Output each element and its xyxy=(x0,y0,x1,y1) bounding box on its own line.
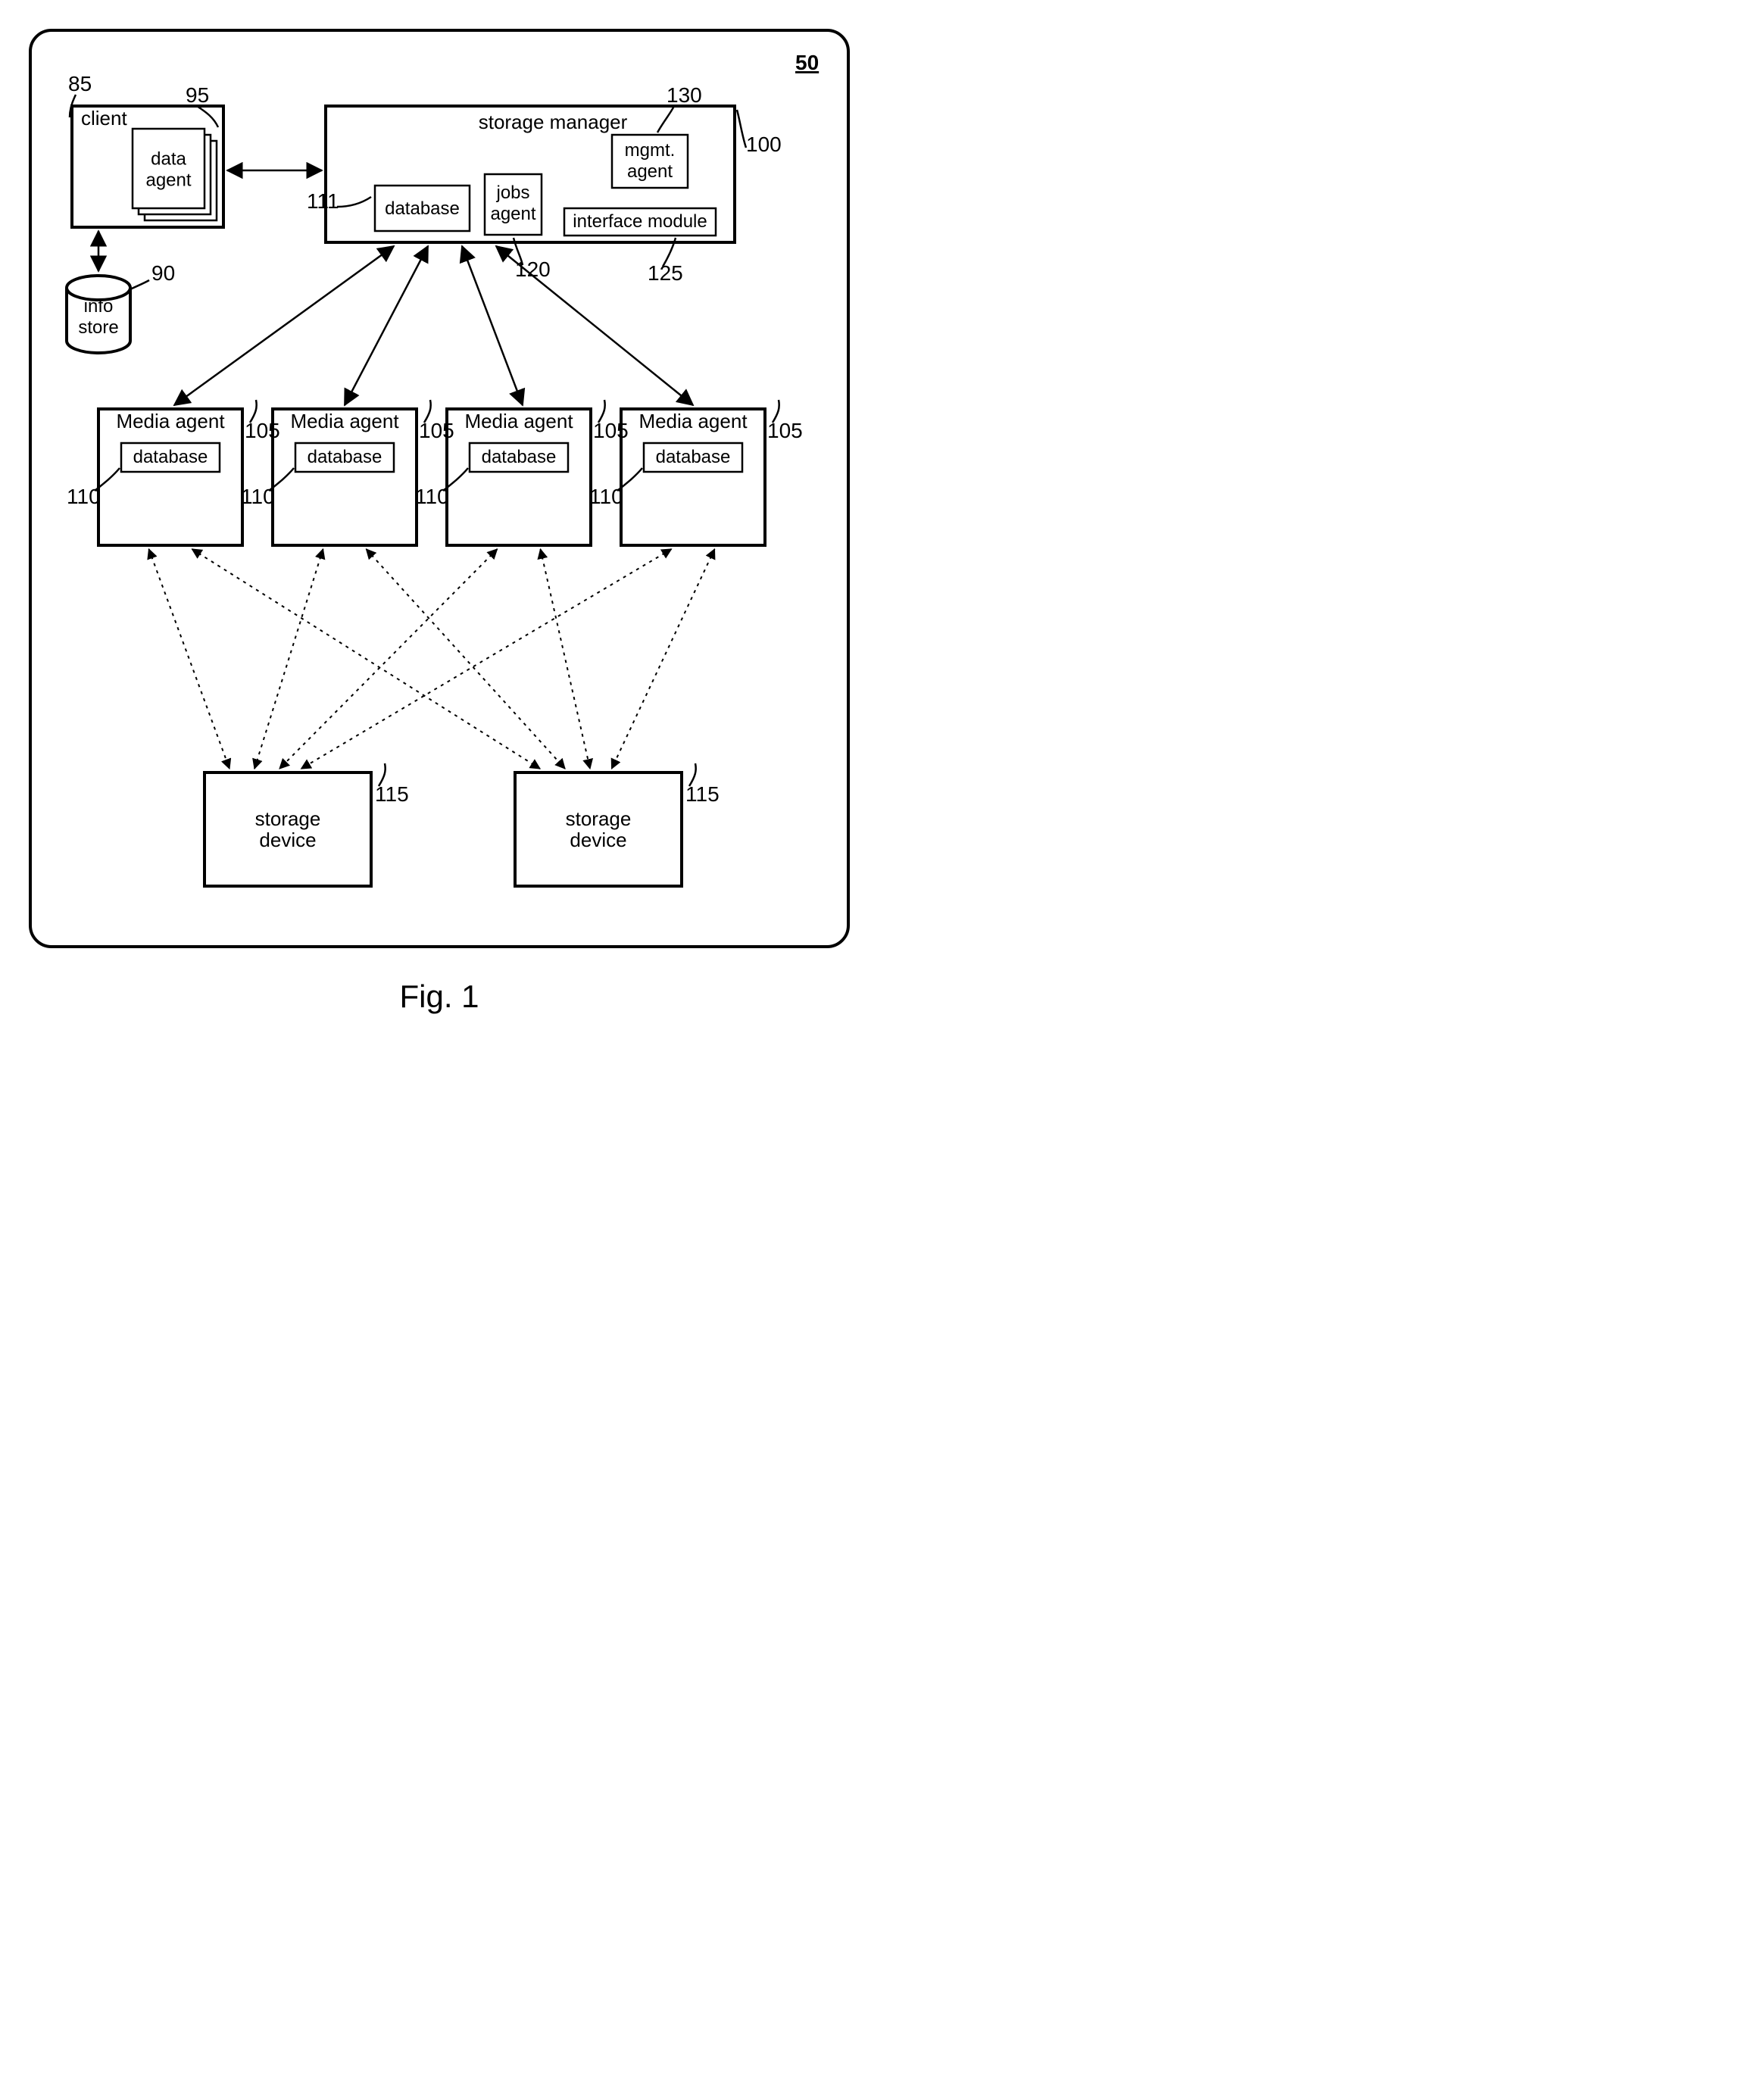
mgmt-agent-label: mgmt.agent xyxy=(625,140,676,182)
storage-device-label: storagedevice xyxy=(255,807,321,851)
media-agent-label: Media agent xyxy=(290,410,399,432)
svg-text:Media agent: Media agent xyxy=(290,410,399,432)
svg-text:storage: storage xyxy=(255,807,321,830)
ref-105: 105 xyxy=(419,419,454,442)
callout-leader xyxy=(737,110,746,148)
svg-text:jobs: jobs xyxy=(495,183,529,203)
svg-text:interface module: interface module xyxy=(573,211,707,232)
ref-115: 115 xyxy=(375,782,409,806)
svg-text:Media agent: Media agent xyxy=(464,410,573,432)
svg-text:info: info xyxy=(84,296,114,317)
system-ref: 50 xyxy=(795,51,819,74)
ref-110: 110 xyxy=(241,485,275,508)
connector xyxy=(254,549,323,769)
storage-manager-label: storage manager xyxy=(479,111,628,133)
ref-115: 115 xyxy=(685,782,720,806)
info-store: infostore xyxy=(67,276,130,353)
media-agent-db-label: database xyxy=(133,447,208,467)
connector xyxy=(174,246,394,405)
svg-text:device: device xyxy=(259,829,316,851)
svg-text:storage manager: storage manager xyxy=(479,111,628,133)
connector xyxy=(612,549,715,769)
connector xyxy=(192,549,541,769)
ref-130: 130 xyxy=(667,83,702,107)
ref-105: 105 xyxy=(245,419,280,442)
svg-text:Media agent: Media agent xyxy=(638,410,748,432)
svg-text:data: data xyxy=(151,149,186,170)
ref-85: 85 xyxy=(68,72,92,95)
svg-text:database: database xyxy=(385,198,460,219)
connector xyxy=(541,549,591,769)
svg-text:database: database xyxy=(133,447,208,467)
callout-leader xyxy=(130,280,149,289)
svg-text:device: device xyxy=(570,829,626,851)
svg-text:mgmt.: mgmt. xyxy=(625,140,676,161)
svg-text:store: store xyxy=(78,317,118,338)
connector xyxy=(301,549,672,769)
media-agent-label: Media agent xyxy=(638,410,748,432)
media-agent-label: Media agent xyxy=(116,410,225,432)
svg-text:database: database xyxy=(308,447,382,467)
svg-text:Fig. 1: Fig. 1 xyxy=(399,978,479,1014)
ref-110: 110 xyxy=(589,485,623,508)
media-agent-label: Media agent xyxy=(464,410,573,432)
sm-database-label: database xyxy=(385,198,460,219)
media-agent-db-label: database xyxy=(308,447,382,467)
ref-100: 100 xyxy=(746,133,782,156)
svg-text:agent: agent xyxy=(490,204,535,224)
svg-text:storage: storage xyxy=(566,807,632,830)
info-store-label: infostore xyxy=(78,296,118,338)
ref-110: 110 xyxy=(415,485,449,508)
ref-95: 95 xyxy=(186,83,209,107)
media-agent-db-label: database xyxy=(656,447,731,467)
ref-105: 105 xyxy=(593,419,629,442)
svg-text:agent: agent xyxy=(627,161,673,182)
interface-module-label: interface module xyxy=(573,211,707,232)
ref-120: 120 xyxy=(515,257,551,281)
ref-110: 110 xyxy=(67,485,101,508)
connector xyxy=(462,246,523,405)
media-agent-db-label: database xyxy=(482,447,557,467)
ref-90: 90 xyxy=(151,261,175,285)
jobs-agent-label: jobsagent xyxy=(490,183,535,224)
svg-text:database: database xyxy=(482,447,557,467)
svg-text:agent: agent xyxy=(145,170,191,191)
storage-device-label: storagedevice xyxy=(566,807,632,851)
figure-caption: Fig. 1 xyxy=(399,978,479,1014)
connector xyxy=(345,246,428,405)
svg-text:client: client xyxy=(81,107,127,130)
svg-text:database: database xyxy=(656,447,731,467)
connector xyxy=(149,549,230,769)
ref-105: 105 xyxy=(767,419,803,442)
svg-text:Media agent: Media agent xyxy=(116,410,225,432)
data-agent-label: dataagent xyxy=(145,149,191,191)
ref-111: 111 xyxy=(307,189,339,213)
client-label: client xyxy=(81,107,127,130)
ref-125: 125 xyxy=(648,261,683,285)
connector xyxy=(279,549,498,769)
